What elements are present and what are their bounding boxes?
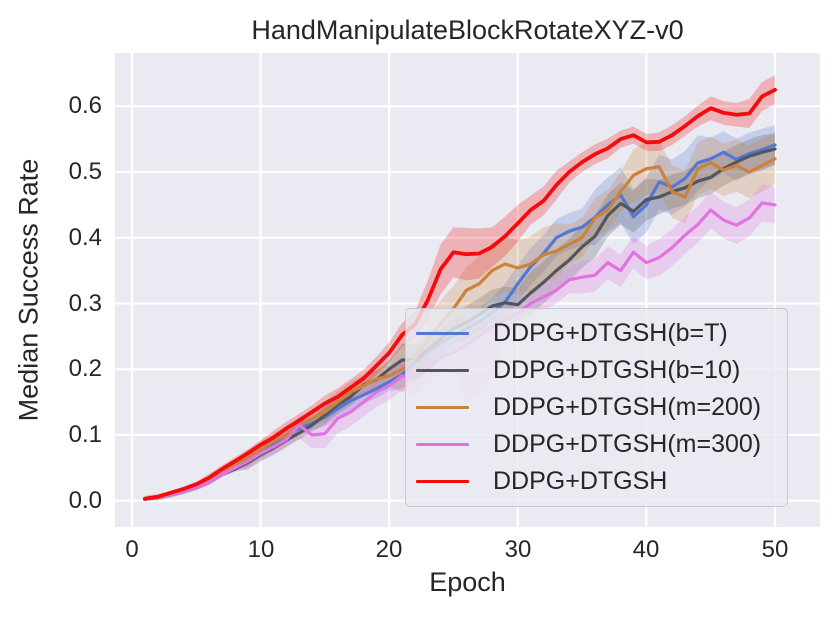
x-tick-20: 20 xyxy=(375,536,403,563)
x-axis-label: Epoch xyxy=(429,567,506,597)
x-tick-0: 0 xyxy=(125,536,139,563)
legend-label: DDPG+DTGSH(m=300) xyxy=(493,430,762,458)
x-tick-30: 30 xyxy=(504,536,532,563)
legend-line-swatch-magenta xyxy=(416,442,469,447)
legend-item: DDPG+DTGSH xyxy=(416,467,783,496)
legend-line-swatch-blue xyxy=(416,331,469,336)
legend-item: DDPG+DTGSH(b=10) xyxy=(416,356,783,385)
legend: DDPG+DTGSH(b=T) DDPG+DTGSH(b=10) DDPG+DT… xyxy=(405,308,788,507)
legend-label: DDPG+DTGSH xyxy=(493,467,668,495)
legend-label: DDPG+DTGSH(b=10) xyxy=(493,356,741,384)
legend-line-swatch-orange xyxy=(416,405,469,410)
line-DDPG+DTGSH(m=200) xyxy=(143,157,777,501)
y-tick-0.5: 0.5 xyxy=(68,158,102,185)
gridlines xyxy=(115,53,820,527)
y-tick-0.1: 0.1 xyxy=(68,421,102,448)
band-DDPG+DTGSH xyxy=(144,75,776,501)
x-tick-40: 40 xyxy=(632,536,660,563)
legend-line-swatch-red xyxy=(416,479,469,484)
chart-title: HandManipulateBlockRotateXYZ-v0 xyxy=(251,15,684,45)
y-tick-0.0: 0.0 xyxy=(68,487,102,514)
y-tick-0.4: 0.4 xyxy=(68,224,102,251)
y-tick-0.6: 0.6 xyxy=(68,92,102,119)
y-tick-0.2: 0.2 xyxy=(68,355,102,382)
legend-item: DDPG+DTGSH(m=300) xyxy=(416,430,783,459)
x-tick-50: 50 xyxy=(761,536,789,563)
y-tick-0.3: 0.3 xyxy=(68,290,102,317)
legend-line-swatch-gray xyxy=(416,368,469,373)
x-tick-10: 10 xyxy=(247,536,275,563)
band-DDPG+DTGSH(b=T) xyxy=(144,125,776,501)
line-DDPG+DTGSH xyxy=(142,87,777,501)
legend-item: DDPG+DTGSH(m=200) xyxy=(416,393,783,422)
legend-item: DDPG+DTGSH(b=T) xyxy=(416,319,783,348)
legend-label: DDPG+DTGSH(m=200) xyxy=(493,393,762,421)
legend-label: DDPG+DTGSH(b=T) xyxy=(493,319,728,347)
